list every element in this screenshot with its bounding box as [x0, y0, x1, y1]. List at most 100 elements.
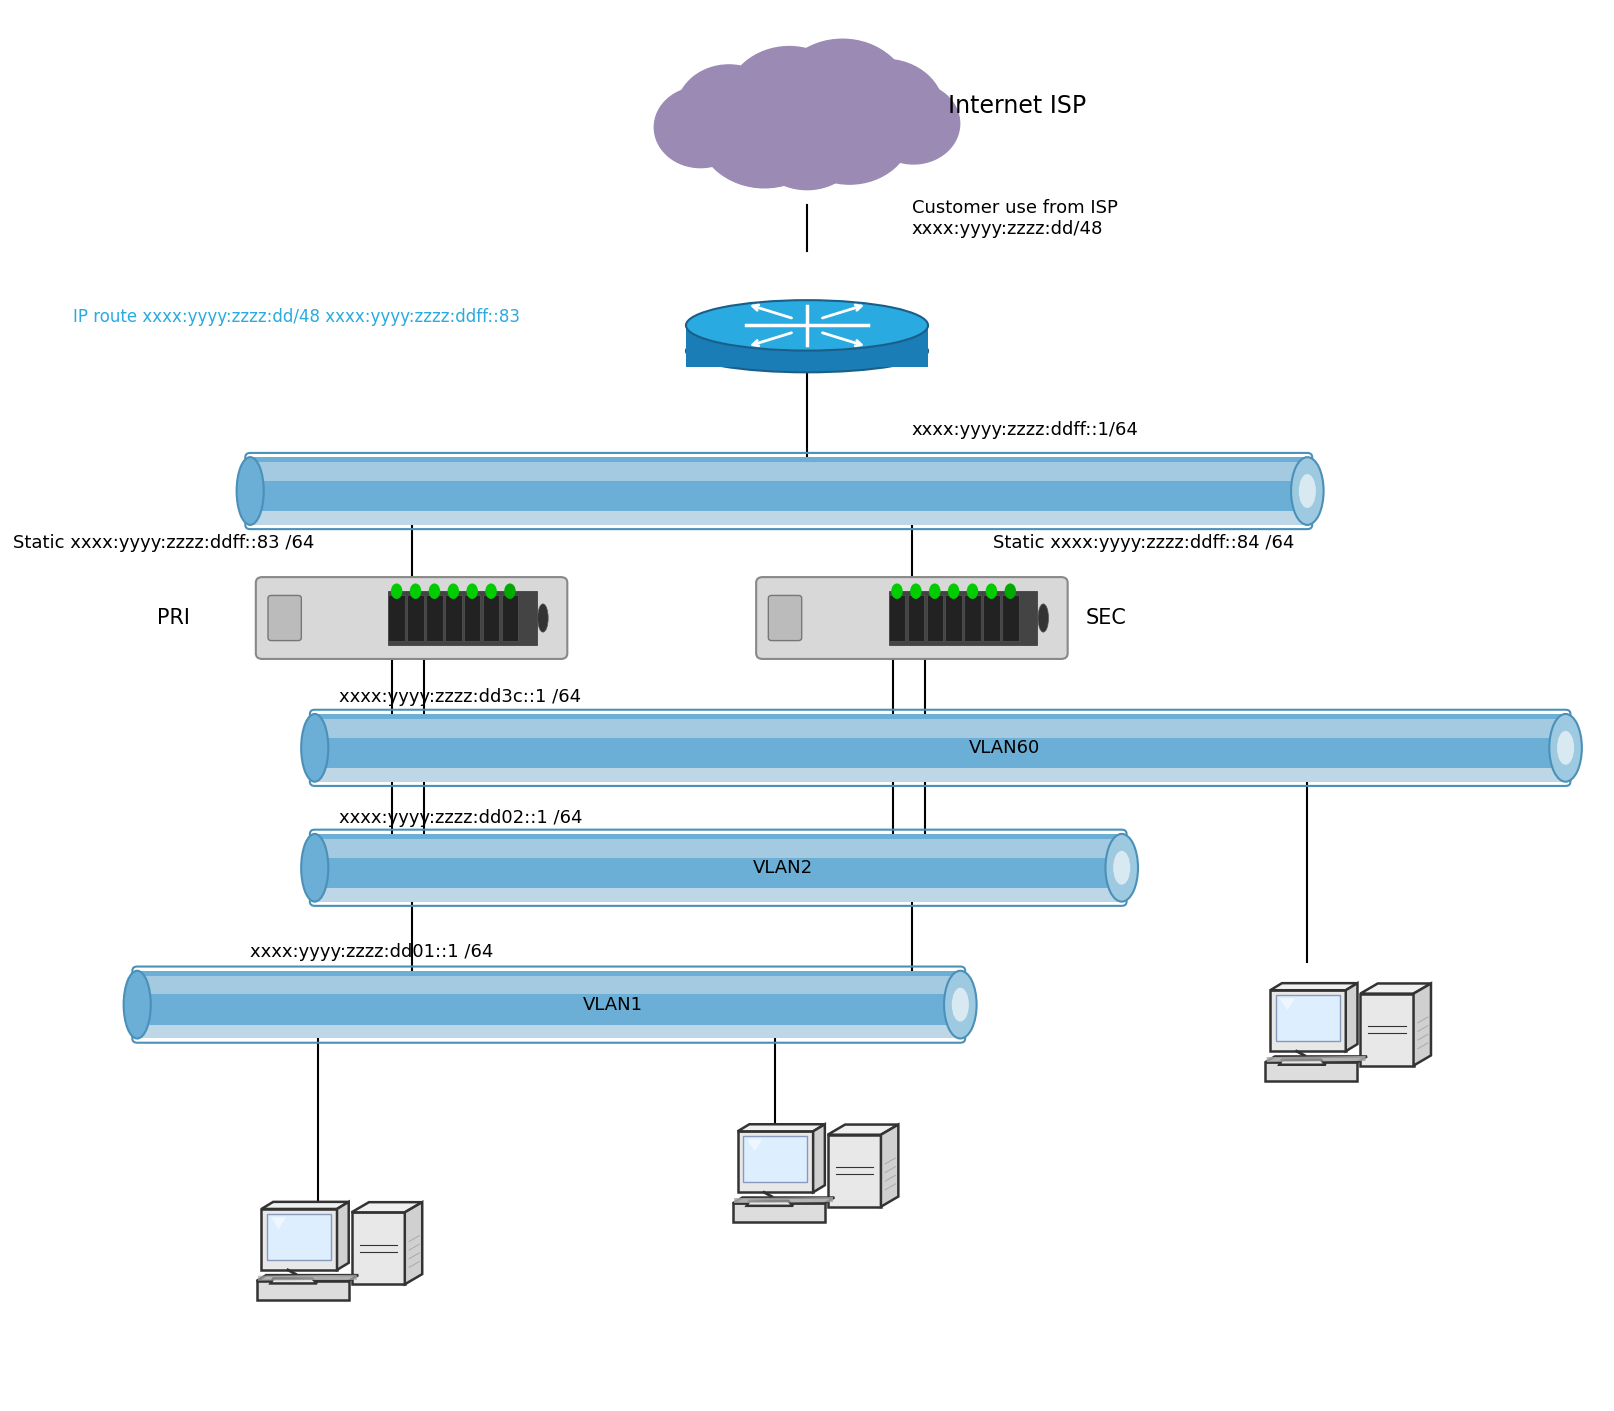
Polygon shape [271, 1218, 286, 1229]
Bar [250, 457, 1307, 460]
Polygon shape [1270, 983, 1357, 991]
Bar [137, 1002, 960, 1005]
Ellipse shape [967, 584, 978, 598]
Bar [315, 838, 1122, 858]
Text: xxxx:yyyy:zzzz:dd01::1 /64: xxxx:yyyy:zzzz:dd01::1 /64 [250, 944, 494, 961]
Polygon shape [257, 1276, 358, 1281]
Bar [250, 491, 1307, 494]
Bar [315, 721, 1566, 724]
Bar [137, 1024, 960, 1029]
Circle shape [786, 73, 912, 185]
Bar [250, 501, 1307, 505]
Bar [315, 892, 1122, 895]
FancyBboxPatch shape [426, 595, 442, 641]
Ellipse shape [302, 834, 328, 902]
Bar [250, 518, 1307, 522]
Polygon shape [1265, 1057, 1367, 1062]
Polygon shape [1280, 1060, 1325, 1065]
Ellipse shape [1299, 474, 1315, 508]
Polygon shape [738, 1125, 825, 1132]
Text: VLAN2: VLAN2 [752, 859, 813, 876]
Ellipse shape [930, 584, 941, 598]
FancyBboxPatch shape [483, 595, 499, 641]
Ellipse shape [486, 584, 497, 598]
Text: VLAN60: VLAN60 [968, 739, 1041, 756]
Text: xxxx:yyyy:zzzz:dd3c::1 /64: xxxx:yyyy:zzzz:dd3c::1 /64 [339, 689, 581, 706]
Bar [137, 978, 960, 981]
Bar [315, 734, 1566, 738]
Polygon shape [405, 1202, 423, 1284]
Bar [250, 460, 1307, 464]
FancyBboxPatch shape [768, 595, 802, 641]
Bar [315, 834, 1122, 837]
Ellipse shape [944, 971, 976, 1038]
Bar [315, 724, 1566, 728]
Circle shape [676, 65, 781, 157]
Text: Customer use from ISP
xxxx:yyyy:zzzz:dd/48: Customer use from ISP xxxx:yyyy:zzzz:dd/… [912, 199, 1119, 238]
Bar [137, 1029, 960, 1031]
Bar [315, 728, 1566, 731]
Bar [315, 745, 1566, 748]
FancyBboxPatch shape [268, 595, 302, 641]
Circle shape [654, 87, 747, 168]
Ellipse shape [986, 584, 997, 598]
FancyBboxPatch shape [983, 595, 999, 641]
Bar [315, 854, 1122, 858]
Circle shape [826, 59, 944, 162]
Polygon shape [1414, 983, 1432, 1065]
Ellipse shape [1114, 851, 1130, 885]
Text: IP route xxxx:yyyy:zzzz:dd/48 xxxx:yyyy:zzzz:ddff::83: IP route xxxx:yyyy:zzzz:dd/48 xxxx:yyyy:… [73, 309, 520, 326]
Ellipse shape [1038, 604, 1049, 632]
Text: Static xxxx:yyyy:zzzz:ddff::83 /64: Static xxxx:yyyy:zzzz:ddff::83 /64 [13, 535, 315, 552]
Bar [315, 765, 1566, 768]
Bar [315, 878, 1122, 882]
Polygon shape [1346, 983, 1357, 1051]
Bar [315, 885, 1122, 888]
Bar [137, 1036, 960, 1038]
Bar [315, 751, 1566, 755]
FancyBboxPatch shape [1002, 595, 1018, 641]
FancyBboxPatch shape [889, 595, 905, 641]
Bar [137, 1031, 960, 1036]
Polygon shape [261, 1209, 337, 1270]
Bar [250, 498, 1307, 501]
FancyBboxPatch shape [907, 595, 925, 641]
Ellipse shape [1291, 457, 1323, 525]
Ellipse shape [429, 584, 441, 598]
Polygon shape [813, 1125, 825, 1192]
Ellipse shape [686, 330, 928, 373]
Polygon shape [733, 1204, 825, 1222]
Text: VLAN1: VLAN1 [583, 996, 644, 1013]
Bar [137, 1019, 960, 1022]
Bar [250, 511, 1307, 515]
Bar [315, 868, 1122, 871]
Polygon shape [747, 1140, 762, 1151]
Polygon shape [352, 1202, 423, 1212]
Polygon shape [828, 1125, 899, 1134]
Bar [315, 851, 1122, 854]
Bar [315, 738, 1566, 741]
Ellipse shape [910, 584, 922, 598]
Bar [315, 858, 1122, 861]
Bar [250, 464, 1307, 467]
Text: Static xxxx:yyyy:zzzz:ddff::84 /64: Static xxxx:yyyy:zzzz:ddff::84 /64 [993, 535, 1294, 552]
Bar [137, 981, 960, 985]
Bar [137, 988, 960, 991]
Bar [315, 888, 1122, 892]
Bar [315, 837, 1122, 841]
Polygon shape [261, 1202, 349, 1209]
Ellipse shape [466, 584, 478, 598]
Ellipse shape [410, 584, 421, 598]
Bar [250, 505, 1307, 508]
Circle shape [752, 95, 862, 189]
Bar [137, 974, 960, 978]
FancyBboxPatch shape [407, 595, 424, 641]
Ellipse shape [447, 584, 458, 598]
Bar [250, 467, 1307, 471]
FancyBboxPatch shape [926, 595, 943, 641]
FancyBboxPatch shape [389, 591, 537, 645]
Ellipse shape [391, 584, 402, 598]
Polygon shape [881, 1125, 899, 1206]
Ellipse shape [686, 301, 928, 350]
Bar [315, 718, 1566, 738]
